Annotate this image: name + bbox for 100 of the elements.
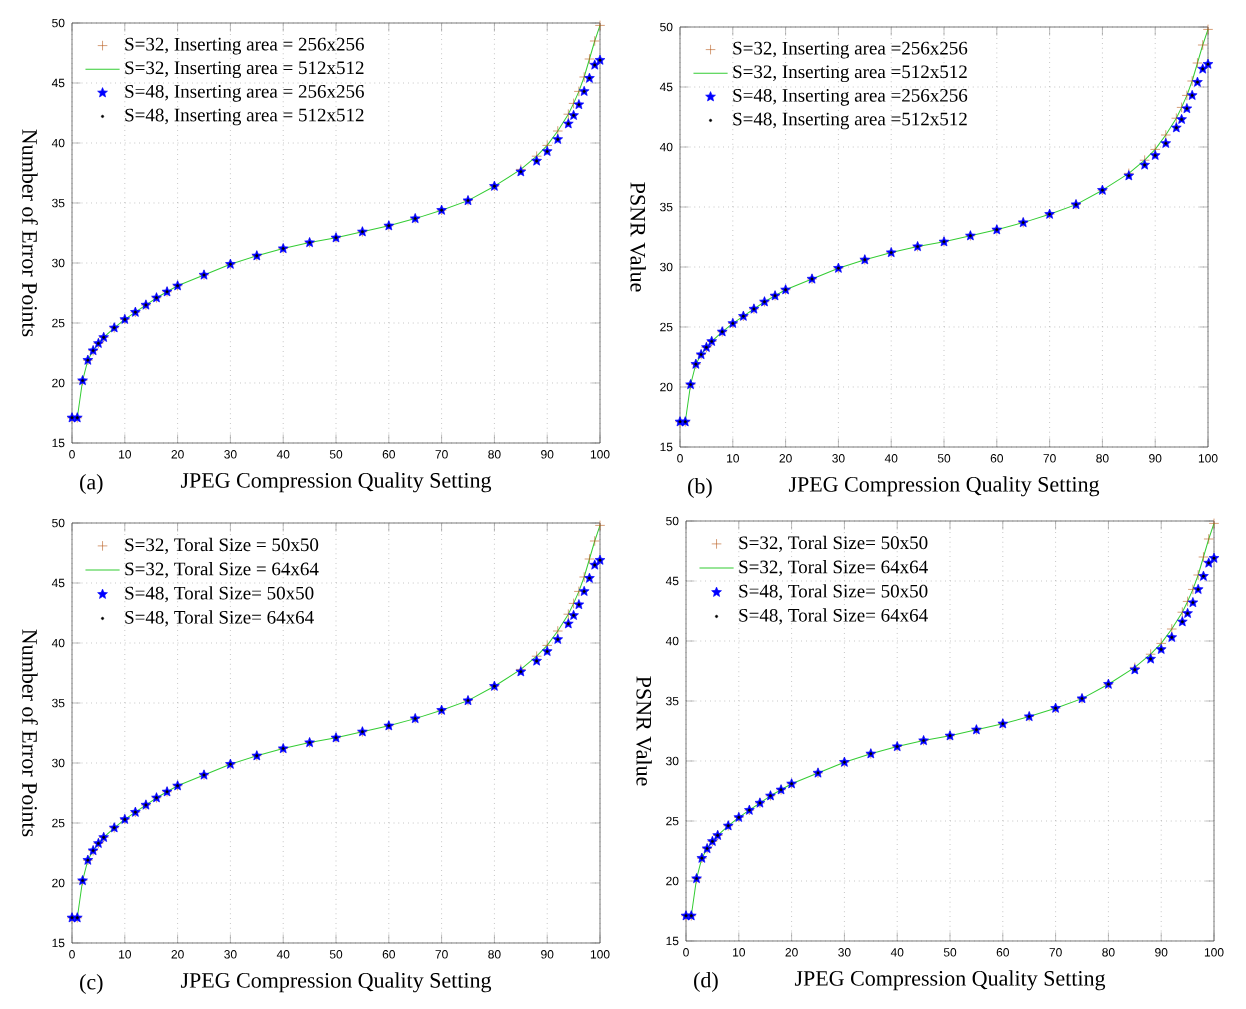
point — [582, 89, 586, 93]
legend-label: S=48, Toral Size= 50x50 — [125, 586, 314, 603]
x-tick-label: 50 — [329, 950, 343, 959]
y-tick-label: 50 — [660, 22, 673, 32]
x-tick-label: 10 — [119, 450, 132, 459]
x-tick-label: 70 — [435, 450, 448, 459]
x-axis-title: JPEG Compression Quality Setting — [788, 476, 1100, 497]
y-tick-label: 30 — [660, 262, 673, 272]
point — [1203, 533, 1214, 545]
point — [413, 217, 417, 221]
point — [165, 790, 169, 794]
point — [1185, 107, 1189, 111]
point — [492, 184, 496, 188]
point — [1027, 715, 1031, 719]
x-tick-label: 60 — [996, 948, 1010, 957]
point — [689, 383, 693, 387]
point — [154, 796, 158, 800]
point — [466, 199, 470, 203]
point — [700, 856, 704, 860]
x-tick-label: 90 — [1149, 454, 1162, 463]
x-tick-label: 0 — [683, 948, 689, 957]
x-tick-label: 30 — [224, 950, 237, 959]
x-tick-label: 90 — [541, 450, 554, 459]
y-tick-label: 30 — [52, 758, 65, 768]
y-tick-label: 45 — [659, 82, 673, 92]
point — [96, 341, 100, 345]
point — [577, 603, 581, 607]
point — [123, 317, 127, 321]
point — [836, 266, 840, 270]
point — [684, 914, 688, 918]
x-tick-label: 40 — [890, 948, 904, 957]
y-tick-label: 35 — [666, 696, 679, 706]
point — [91, 849, 95, 853]
point — [519, 670, 523, 674]
x-tick-label: 70 — [435, 950, 448, 959]
x-tick-label: 70 — [1049, 948, 1062, 957]
point — [1048, 212, 1052, 216]
x-tick-label: 20 — [779, 454, 792, 463]
point — [572, 613, 576, 617]
point — [133, 810, 137, 814]
legend-label: S=48, Inserting area = 256x256 — [125, 84, 364, 102]
point — [281, 747, 285, 751]
y-tick-label: 50 — [52, 18, 65, 28]
point — [545, 649, 549, 653]
point — [1106, 682, 1110, 686]
point — [556, 137, 560, 141]
point — [942, 240, 946, 244]
point — [598, 558, 602, 562]
y-tick-label: 35 — [660, 202, 673, 212]
point — [948, 734, 952, 738]
point — [535, 659, 539, 663]
point — [86, 358, 90, 362]
point — [86, 858, 90, 862]
point — [747, 808, 751, 812]
point — [1191, 601, 1195, 605]
point — [387, 224, 391, 228]
legend-label: S=48, Inserting area = 512x512 — [125, 108, 364, 126]
text: (d) — [694, 972, 718, 992]
x-tick-label: 40 — [276, 950, 290, 959]
y-tick-label: 30 — [666, 756, 679, 766]
legend-label: S=32, Toral Size= 64x64 — [739, 560, 928, 577]
point — [1207, 561, 1211, 565]
point — [545, 149, 549, 153]
point — [308, 741, 312, 745]
point — [726, 824, 730, 828]
x-tick-label: 30 — [838, 948, 851, 957]
x-tick-label: 30 — [832, 454, 845, 463]
point — [716, 833, 720, 837]
point — [492, 684, 496, 688]
x-tick-label: 10 — [119, 950, 132, 959]
point — [810, 277, 814, 281]
point — [916, 245, 920, 249]
point — [1159, 647, 1163, 651]
legend-label: S=32, Toral Size = 50x50 — [125, 537, 319, 554]
y-tick-label: 50 — [666, 516, 679, 526]
point — [572, 113, 576, 117]
x-axis-title: JPEG Compression Quality Setting — [180, 972, 492, 993]
point — [81, 379, 85, 383]
point — [1127, 174, 1131, 178]
point — [695, 877, 699, 881]
point — [123, 817, 127, 821]
legend-label: S=32, Inserting area = 512x512 — [125, 61, 364, 79]
point — [133, 310, 137, 314]
point — [577, 103, 581, 107]
text: (b) — [688, 478, 712, 498]
point — [144, 803, 148, 807]
point — [737, 815, 741, 819]
point — [1164, 141, 1168, 145]
point — [704, 345, 708, 349]
point — [710, 839, 714, 843]
point — [589, 35, 600, 47]
point — [1180, 117, 1184, 121]
point — [683, 420, 687, 424]
y-tick-label: 40 — [659, 142, 673, 152]
legend-label: S=48, Toral Size= 50x50 — [739, 584, 928, 601]
point — [1201, 67, 1205, 71]
point — [694, 362, 698, 366]
point — [922, 739, 926, 743]
x-tick-label: 60 — [382, 450, 396, 459]
point — [202, 773, 206, 777]
